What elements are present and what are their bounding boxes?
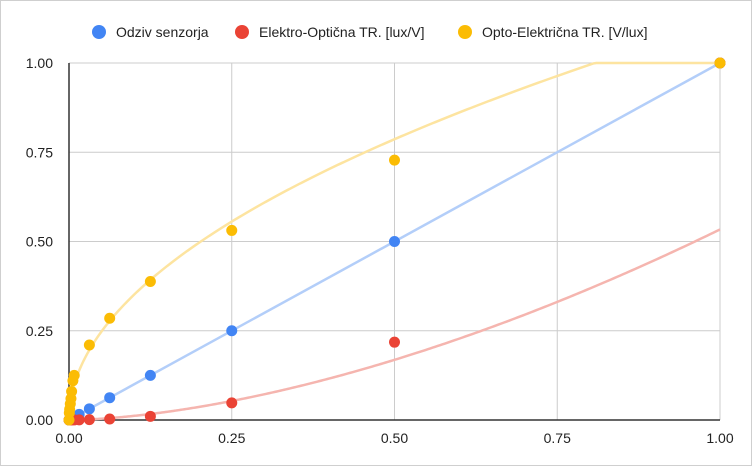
legend-label: Odziv senzorja bbox=[116, 24, 209, 40]
y-tick-label: 0.25 bbox=[26, 323, 53, 339]
legend-label: Elektro-Optična TR. [lux/V] bbox=[259, 24, 424, 40]
data-point-series-1 bbox=[226, 397, 238, 409]
data-point-series-2 bbox=[66, 385, 78, 397]
data-point-series-2 bbox=[389, 154, 400, 166]
data-point-series-0 bbox=[226, 325, 238, 337]
data-point-series-1 bbox=[104, 413, 116, 425]
data-point-series-1 bbox=[73, 414, 85, 426]
y-tick-label: 1.00 bbox=[26, 55, 53, 71]
x-tick-label: 0.50 bbox=[381, 430, 408, 446]
data-point-series-2 bbox=[104, 312, 116, 324]
data-point-series-2 bbox=[83, 339, 95, 351]
x-tick-label: 0.00 bbox=[55, 430, 82, 446]
trendline-series-2 bbox=[67, 61, 720, 421]
legend-marker-series-2 bbox=[458, 25, 472, 39]
data-point-series-2 bbox=[226, 224, 238, 236]
data-point-series-1 bbox=[83, 414, 95, 426]
data-point-series-0 bbox=[104, 392, 116, 404]
data-point-series-2 bbox=[68, 369, 80, 381]
axes: 0.00 0.25 0.50 0.75 1.00 0.00 0.25 0.50 0.75 1.00 bbox=[26, 55, 734, 446]
legend-marker-series-0 bbox=[92, 25, 106, 39]
data-point-series-0 bbox=[144, 369, 156, 381]
data-point-series-2 bbox=[144, 275, 156, 287]
x-tick-label: 0.75 bbox=[544, 430, 571, 446]
data-point-series-0 bbox=[83, 403, 95, 415]
x-tick-label: 1.00 bbox=[706, 430, 733, 446]
legend-label: Opto-Električna TR. [V/lux] bbox=[482, 24, 647, 40]
legend-marker-series-1 bbox=[235, 25, 249, 39]
legend: Odziv senzorja Elektro-Optična TR. [lux/V… bbox=[92, 24, 647, 40]
data-point-series-1 bbox=[389, 336, 400, 348]
y-tick-label: 0.00 bbox=[26, 412, 53, 428]
y-tick-label: 0.50 bbox=[26, 234, 53, 250]
y-tick-label: 0.75 bbox=[26, 144, 53, 160]
data-point-series-2 bbox=[714, 57, 726, 69]
x-tick-label: 0.25 bbox=[218, 430, 245, 446]
data-points bbox=[63, 57, 726, 426]
data-point-series-1 bbox=[144, 410, 156, 422]
data-point-series-0 bbox=[389, 236, 400, 247]
